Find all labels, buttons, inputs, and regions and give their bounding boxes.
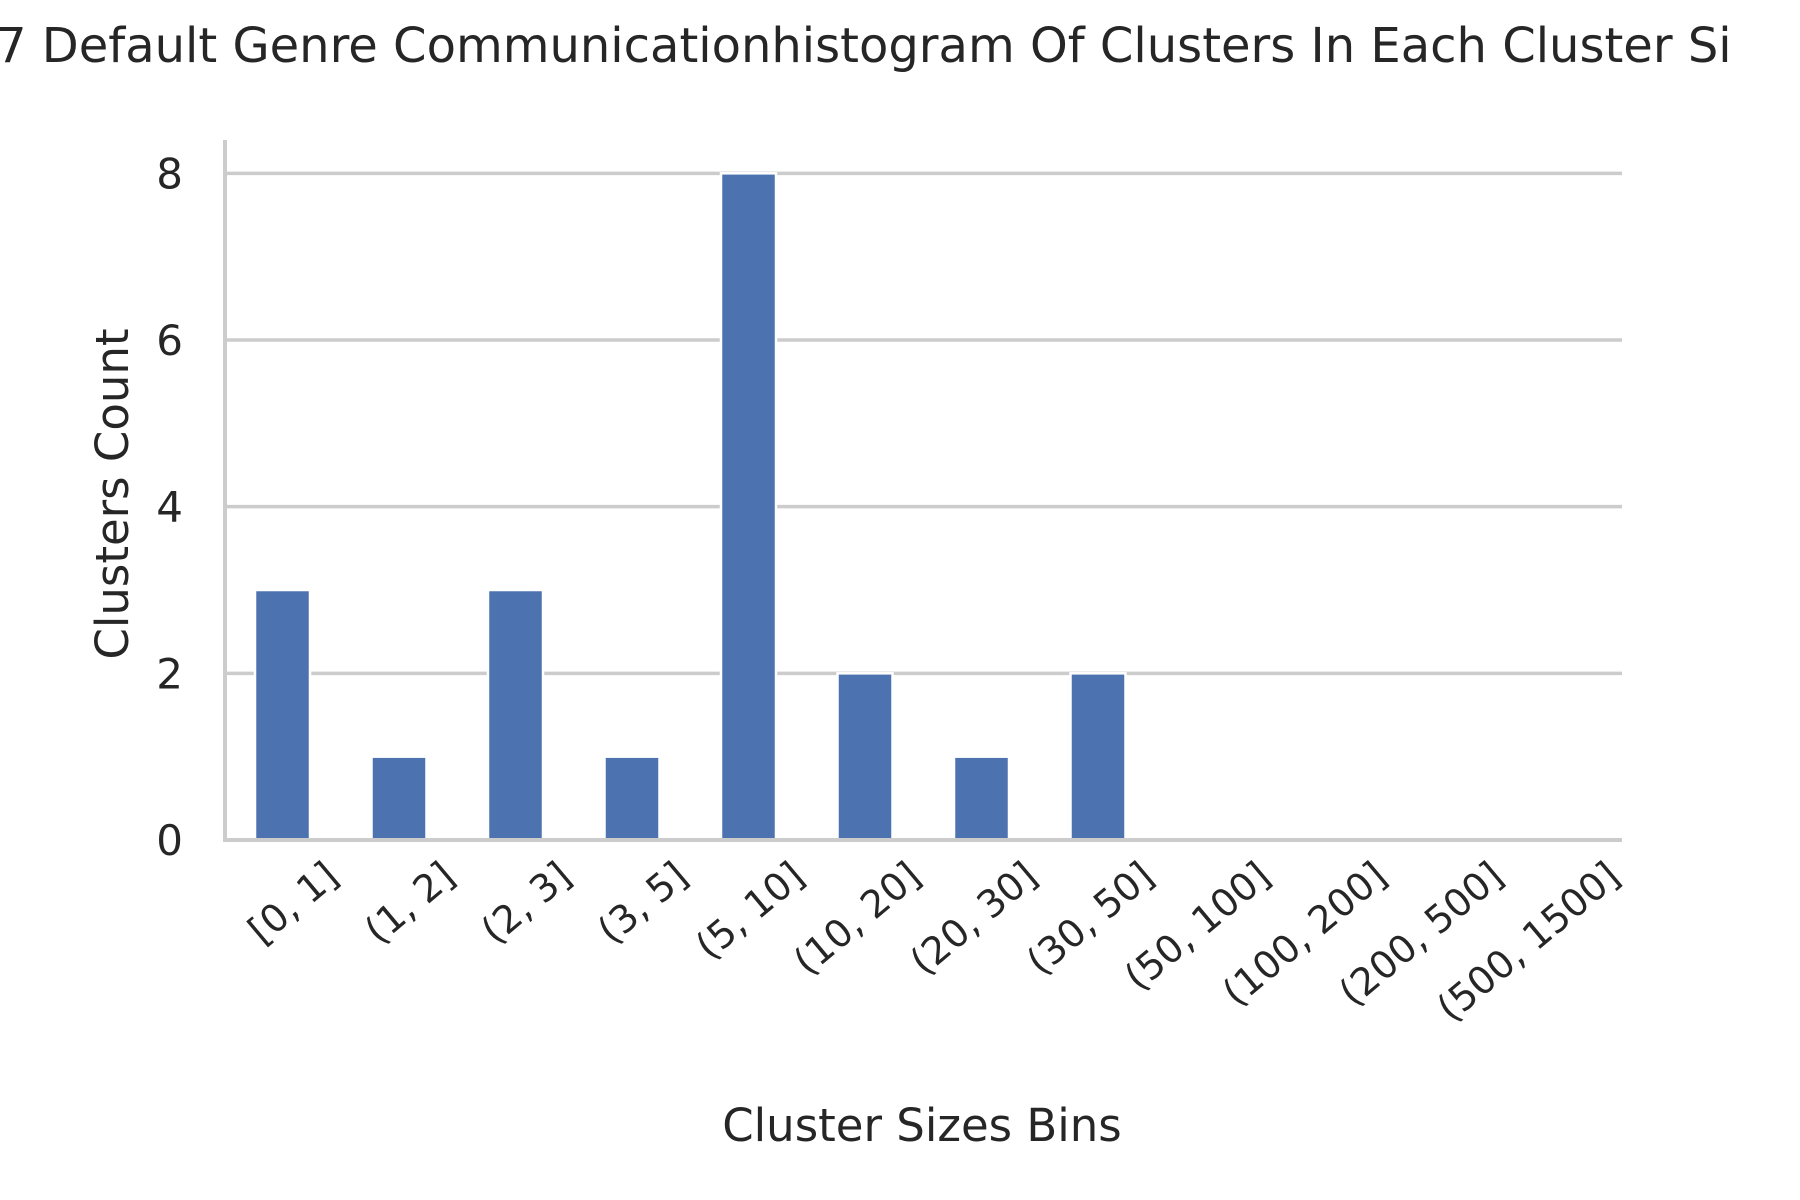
- bar: [836, 672, 894, 842]
- bar: [603, 755, 661, 842]
- axes: [223, 140, 1622, 842]
- x-tick-label: (20, 30]: [902, 853, 1046, 983]
- chart-title: 7 Default Genre Communicationhistogram O…: [0, 18, 1732, 74]
- x-tick-labels: [0, 1] (1, 2] (2, 3] (3, 5](5, 10](10, 20](…: [240, 853, 1628, 1030]
- bar: [719, 172, 778, 842]
- y-tick-labels: 0 2 4 6 8: [156, 149, 183, 865]
- y-tick-label: 8: [156, 149, 183, 198]
- x-tick-label: [0, 1]: [240, 853, 347, 952]
- x-axis-label: Cluster Sizes Bins: [722, 1099, 1122, 1152]
- x-tick-label: (1, 2]: [356, 853, 463, 952]
- y-tick-label: 6: [156, 316, 183, 365]
- bar: [1069, 672, 1127, 842]
- y-tick-label: 2: [156, 649, 183, 698]
- x-tick-label: (3, 5]: [589, 853, 696, 952]
- bar: [486, 588, 545, 842]
- y-axis-label: Clusters Count: [86, 328, 139, 659]
- bar: [370, 755, 428, 842]
- y-tick-label: 0: [156, 816, 183, 865]
- y-tick-label: 4: [156, 483, 183, 532]
- bar: [952, 755, 1011, 842]
- grid-lines: [225, 171, 1622, 676]
- bar: [253, 588, 312, 842]
- x-tick-label: (10, 20]: [785, 853, 929, 983]
- x-tick-label: (2, 3]: [473, 853, 580, 952]
